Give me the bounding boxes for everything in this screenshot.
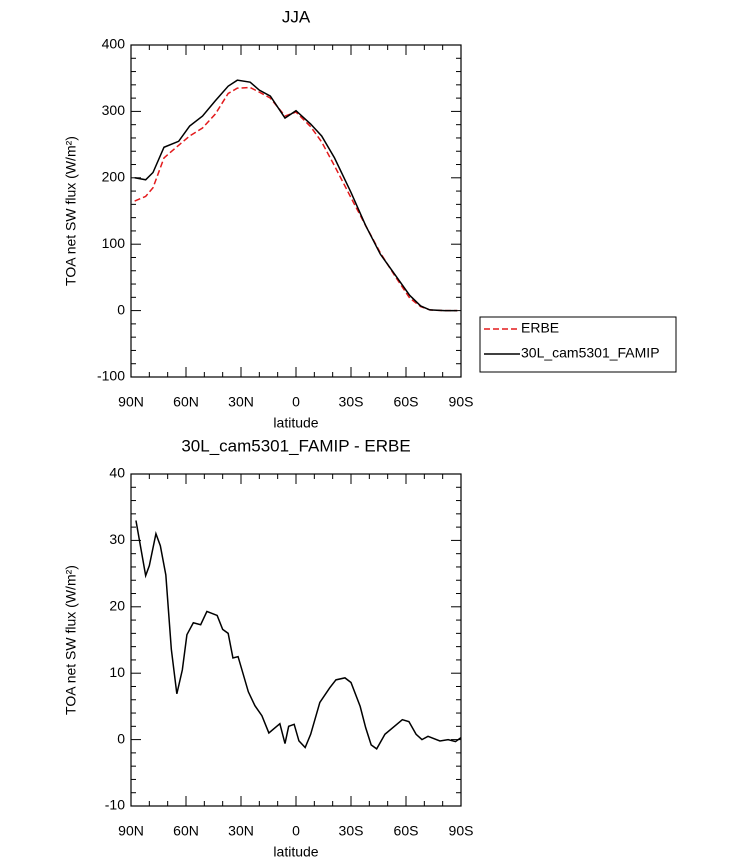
y-tick-label: 30	[109, 531, 125, 547]
x-tick-label: 30N	[228, 394, 254, 410]
chart-title: JJA	[282, 7, 311, 26]
x-tick-label: 30N	[228, 823, 254, 839]
legend-box	[479, 316, 677, 373]
y-tick-label: -100	[97, 368, 125, 384]
y-axis-label: TOA net SW flux (W/m²)	[63, 136, 79, 286]
y-tick-label: 0	[117, 301, 125, 317]
x-tick-label: 60N	[173, 394, 199, 410]
y-tick-label: 0	[117, 730, 125, 746]
y-tick-label: 40	[109, 465, 125, 481]
x-tick-label: 90S	[449, 823, 474, 839]
x-tick-label: 60N	[173, 823, 199, 839]
line-series	[135, 520, 462, 750]
line-series	[134, 79, 458, 312]
legend-label: 30L_cam5301_FAMIP	[521, 345, 660, 361]
y-tick-label: 200	[102, 169, 126, 185]
x-tick-label: 90N	[118, 394, 144, 410]
plot-frame	[130, 44, 462, 378]
x-tick-label: 0	[292, 394, 300, 410]
x-tick-label: 60S	[394, 823, 419, 839]
chart-title: 30L_cam5301_FAMIP - ERBE	[181, 436, 410, 455]
x-tick-label: 60S	[394, 394, 419, 410]
line-series	[134, 86, 458, 312]
y-tick-label: 300	[102, 102, 126, 118]
x-tick-label: 30S	[339, 823, 364, 839]
y-tick-label: 100	[102, 235, 126, 251]
y-tick-label: 10	[109, 664, 125, 680]
x-tick-label: 30S	[339, 394, 364, 410]
x-axis-label: latitude	[273, 415, 318, 431]
y-axis-label: TOA net SW flux (W/m²)	[63, 565, 79, 715]
y-tick-label: 400	[102, 36, 126, 52]
x-tick-label: 90S	[449, 394, 474, 410]
legend-label: ERBE	[521, 320, 559, 336]
plot-frame	[130, 473, 462, 807]
y-tick-label: 20	[109, 598, 125, 614]
x-tick-label: 90N	[118, 823, 144, 839]
x-axis-label: latitude	[273, 844, 318, 860]
x-tick-label: 0	[292, 823, 300, 839]
y-tick-label: -10	[105, 797, 125, 813]
